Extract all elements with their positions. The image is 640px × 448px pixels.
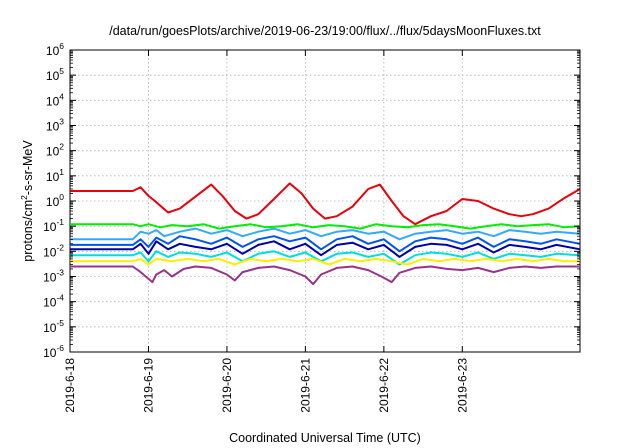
y-tick-base: 10 xyxy=(43,346,57,360)
x-axis-label: Coordinated Universal Time (UTC) xyxy=(229,431,421,445)
x-tick-label: 2019-6-22 xyxy=(377,358,391,413)
series-line-2 xyxy=(70,223,581,230)
y-tick-label: 106 xyxy=(46,41,64,58)
x-tick-label: 2019-6-21 xyxy=(298,358,312,413)
y-tick-power: 6 xyxy=(59,41,64,51)
y-tick-power: -6 xyxy=(56,343,64,353)
y-tick-label: 104 xyxy=(46,91,64,108)
y-tick-base: 10 xyxy=(43,296,57,310)
y-tick-base: 10 xyxy=(46,44,60,58)
y-axis-label-suffix: -s-sr-MeV xyxy=(21,140,35,196)
y-tick-base: 10 xyxy=(46,69,60,83)
y-tick-label: 10-1 xyxy=(43,217,64,234)
y-tick-power: -5 xyxy=(56,318,64,328)
y-tick-label: 100 xyxy=(46,192,64,209)
y-tick-label: 10-2 xyxy=(43,242,64,259)
series-lines xyxy=(70,182,581,286)
y-tick-power: 0 xyxy=(59,192,64,202)
series-line-1 xyxy=(70,182,581,226)
y-tick-power: 2 xyxy=(59,142,64,152)
series-line-5 xyxy=(70,240,581,258)
y-tick-power: -3 xyxy=(56,268,64,278)
y-tick-power: 4 xyxy=(59,91,64,101)
grid-lines xyxy=(70,50,580,352)
x-tick-label: 2019-6-23 xyxy=(455,358,469,413)
y-tick-base: 10 xyxy=(46,145,60,159)
y-axis-label-superscript: 2 xyxy=(19,195,29,200)
y-tick-label: 10-6 xyxy=(43,343,64,360)
y-tick-labels: 10-610-510-410-310-210-11001011021031041… xyxy=(43,41,64,360)
y-tick-power: -2 xyxy=(56,242,64,252)
chart-title: /data/run/goesPlots/archive/2019-06-23/1… xyxy=(109,24,541,38)
series-line-4 xyxy=(70,235,581,253)
y-tick-base: 10 xyxy=(46,94,60,108)
y-tick-base: 10 xyxy=(46,120,60,134)
y-tick-base: 10 xyxy=(43,245,57,259)
y-axis-label: protons/cm2-s-sr-MeV xyxy=(19,140,35,262)
series-line-6 xyxy=(70,250,581,266)
y-tick-power: 1 xyxy=(59,167,64,177)
x-tick-label: 2019-6-19 xyxy=(141,358,155,413)
y-tick-label: 103 xyxy=(46,117,64,134)
y-tick-base: 10 xyxy=(43,321,57,335)
series-line-3 xyxy=(70,227,581,241)
y-tick-power: -1 xyxy=(56,217,64,227)
y-tick-label: 102 xyxy=(46,142,64,159)
y-tick-power: 3 xyxy=(59,117,64,127)
y-tick-label: 101 xyxy=(46,167,64,184)
y-axis-label-prefix: protons/cm xyxy=(21,200,35,262)
y-tick-base: 10 xyxy=(43,271,57,285)
axis-ticks xyxy=(69,49,580,353)
y-tick-label: 10-4 xyxy=(43,293,64,310)
y-tick-base: 10 xyxy=(43,220,57,234)
y-tick-power: -4 xyxy=(56,293,64,303)
y-tick-label: 10-5 xyxy=(43,318,64,335)
x-tick-label: 2019-6-18 xyxy=(63,358,77,413)
y-tick-label: 105 xyxy=(46,66,64,83)
x-tick-label: 2019-6-20 xyxy=(220,358,234,413)
series-line-7 xyxy=(70,257,580,266)
y-tick-power: 5 xyxy=(59,66,64,76)
series-line-8 xyxy=(70,265,580,286)
y-tick-base: 10 xyxy=(46,195,60,209)
y-tick-base: 10 xyxy=(46,170,60,184)
y-tick-label: 10-3 xyxy=(43,268,64,285)
x-tick-labels: 2019-6-18 2019-6-19 2019-6-20 2019-6-21 2019… xyxy=(63,358,469,413)
